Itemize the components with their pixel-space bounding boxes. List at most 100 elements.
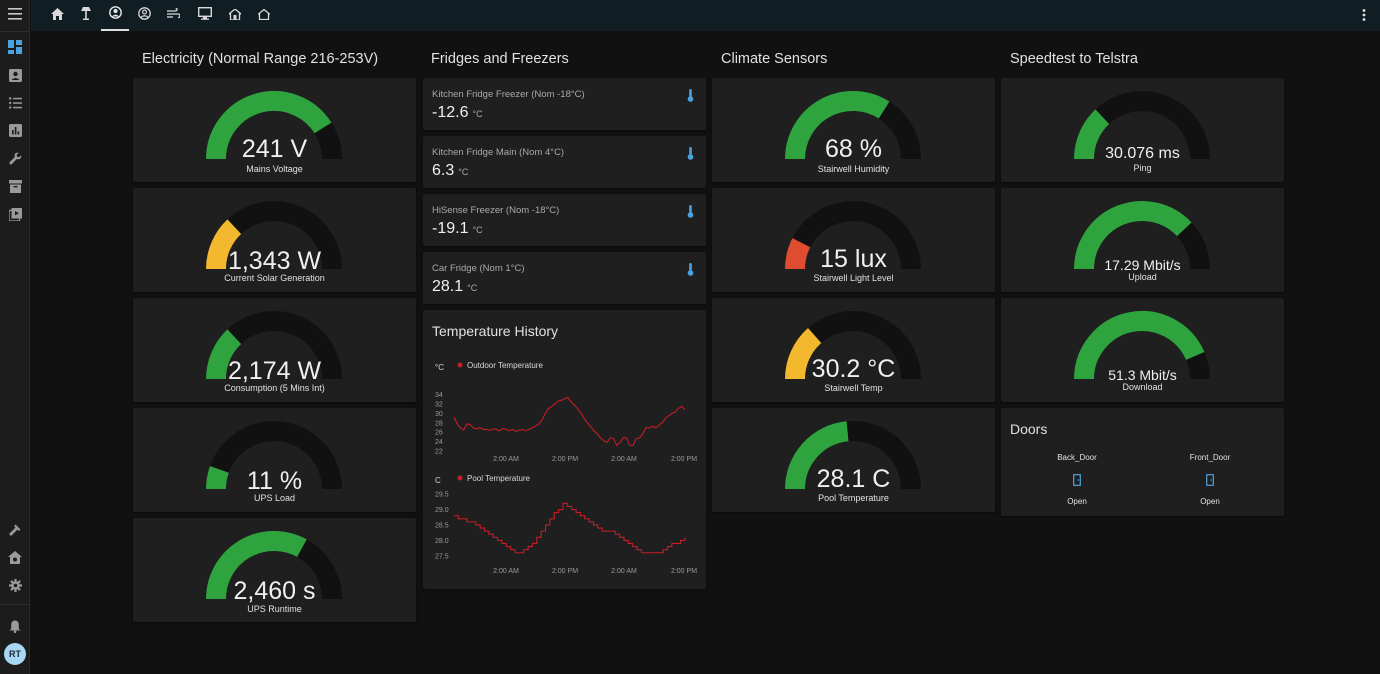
- column-title-speedtest: Speedtest to Telstra: [1010, 51, 1138, 67]
- gauge-label: UPS Runtime: [247, 604, 302, 614]
- gauge-card-download[interactable]: 51.3 Mbit/s Download: [1001, 298, 1284, 402]
- legend-dot: [457, 362, 463, 368]
- gauge-card-ups-runtime[interactable]: 2,460 s UPS Runtime: [133, 518, 416, 622]
- legend-label[interactable]: Outdoor Temperature: [467, 361, 543, 370]
- gauge-arc: [1074, 311, 1210, 380]
- x-tick-label: 2:00 AM: [493, 568, 519, 575]
- account-box-icon[interactable]: [4, 64, 26, 86]
- series-line: [453, 396, 686, 447]
- legend-dot: [457, 475, 463, 481]
- tab-monitor[interactable]: [191, 0, 219, 31]
- gauge-card-ping[interactable]: 30.076 ms Ping: [1001, 78, 1284, 182]
- hammer-icon[interactable]: [4, 518, 26, 540]
- door-state-back: Open: [1067, 497, 1087, 506]
- gauge-label: Stairwell Light Level: [813, 273, 894, 283]
- wrench-icon[interactable]: [4, 147, 26, 169]
- gauge-label: Ping: [1133, 163, 1152, 173]
- gauge-value: 2,174 W: [227, 357, 322, 385]
- gauge-arc: [206, 531, 342, 600]
- gauge-card-solar-generation[interactable]: 1,343 W Current Solar Generation: [133, 188, 416, 292]
- dashboard-icon[interactable]: [4, 36, 26, 58]
- door-open-icon[interactable]: [1160, 474, 1260, 486]
- x-tick-label: 2:00 PM: [552, 568, 578, 575]
- series-line: [454, 502, 686, 554]
- home-gear-icon[interactable]: [4, 546, 26, 568]
- gauge-arc: [1074, 201, 1210, 270]
- gauge-fill: [206, 465, 229, 490]
- gauge-fill: [785, 327, 822, 380]
- gauge-card-pool-temperature[interactable]: 28.1 C Pool Temperature: [712, 408, 995, 512]
- chart-box-icon[interactable]: [4, 119, 26, 141]
- menu-icon[interactable]: [4, 3, 26, 25]
- user-avatar[interactable]: RT: [4, 643, 26, 665]
- gauge-card-mains-voltage[interactable]: 241 V Mains Voltage: [133, 78, 416, 182]
- gauge-card-ups-load[interactable]: 11 % UPS Load: [133, 408, 416, 512]
- overflow-menu-icon[interactable]: [1356, 6, 1372, 24]
- y-tick-label: 29.5: [435, 492, 449, 499]
- x-tick-label: 2:00 PM: [552, 456, 578, 463]
- gauge-arc: [1074, 91, 1210, 160]
- play-box-multiple-icon[interactable]: [4, 203, 26, 225]
- gauge-label: Mains Voltage: [246, 164, 303, 174]
- gauge-fill: [206, 329, 242, 380]
- door-open-icon[interactable]: [1027, 474, 1127, 486]
- gauge-value: 2,460 s: [233, 577, 316, 605]
- gauge-card-stairwell-humidity[interactable]: 68 % Stairwell Humidity: [712, 78, 995, 182]
- entity-value: -19.1 °C: [432, 220, 483, 237]
- y-tick-label: 32: [435, 402, 443, 409]
- tab-home[interactable]: [43, 0, 71, 31]
- y-tick-label: 27.5: [435, 553, 449, 560]
- gauge-arc: [206, 201, 342, 270]
- tab-home-outline[interactable]: [250, 0, 278, 31]
- tab-home-variant[interactable]: [221, 0, 249, 31]
- gauge-fill: [206, 531, 307, 600]
- gauge-arc: [206, 311, 342, 380]
- gauge-fill: [785, 91, 890, 160]
- gauge-fill: [785, 421, 849, 490]
- legend-label[interactable]: Pool Temperature: [467, 474, 531, 483]
- tab-account-outline[interactable]: [130, 0, 158, 31]
- tab-account[interactable]: [101, 0, 129, 31]
- gauge-label: Pool Temperature: [818, 493, 889, 503]
- archive-icon[interactable]: [4, 175, 26, 197]
- sidebar-divider-bottom: [0, 604, 30, 605]
- x-tick-label: 2:00 PM: [671, 456, 697, 463]
- home-outline-icon: [256, 7, 272, 25]
- x-tick-label: 2:00 AM: [611, 456, 637, 463]
- gauge-card-upload[interactable]: 17.29 Mbit/s Upload: [1001, 188, 1284, 292]
- gauge-card-stairwell-light[interactable]: 15 lux Stairwell Light Level: [712, 188, 995, 292]
- account-circle-icon: [108, 5, 122, 24]
- top-bar: [31, 0, 1380, 31]
- tab-lamp[interactable]: [72, 0, 100, 31]
- entity-card-kitchen-freezer[interactable]: Kitchen Fridge Freezer (Nom -18°C) -12.6…: [423, 78, 706, 130]
- x-tick-label: 2:00 AM: [611, 568, 637, 575]
- entity-value: 28.1 °C: [432, 278, 478, 295]
- gauge-track: [206, 421, 342, 490]
- door-name-front: Front_Door: [1189, 453, 1231, 462]
- entity-card-hisense-freezer[interactable]: HiSense Freezer (Nom -18°C) -19.1 °C: [423, 194, 706, 246]
- tab-weather[interactable]: [159, 0, 187, 31]
- gauge-card-consumption[interactable]: 2,174 W Consumption (5 Mins Int): [133, 298, 416, 402]
- bell-icon[interactable]: [4, 615, 26, 637]
- gauge-fill: [206, 91, 332, 160]
- entity-card-car-fridge[interactable]: Car Fridge (Nom 1°C) 28.1 °C: [423, 252, 706, 304]
- doors-card: Doors Back_Door Open Front_Door Open: [1001, 408, 1284, 516]
- entity-name: Kitchen Fridge Main (Nom 4°C): [432, 147, 565, 158]
- sidebar-divider: [0, 31, 30, 32]
- gauge-label: Current Solar Generation: [224, 273, 325, 283]
- gauge-value: 11 %: [246, 467, 303, 495]
- gauge-value: 17.29 Mbit/s: [1104, 257, 1181, 273]
- gauge-value: 1,343 W: [227, 247, 322, 275]
- gauge-fill: [785, 238, 811, 270]
- format-list-bulleted-icon[interactable]: [4, 92, 26, 114]
- cog-icon[interactable]: [4, 574, 26, 596]
- thermometer-icon: [687, 147, 694, 165]
- gauge-value: 68 %: [825, 135, 882, 163]
- entity-card-kitchen-main[interactable]: Kitchen Fridge Main (Nom 4°C) 6.3 °C: [423, 136, 706, 188]
- gauge-value: 30.2 °C: [811, 355, 896, 383]
- column-title-fridges: Fridges and Freezers: [431, 51, 569, 67]
- y-tick-label: 30: [435, 411, 443, 418]
- history-graph-card[interactable]: Temperature History °C Outdoor Temperatur…: [423, 310, 706, 589]
- gauge-card-stairwell-temp[interactable]: 30.2 °C Stairwell Temp: [712, 298, 995, 402]
